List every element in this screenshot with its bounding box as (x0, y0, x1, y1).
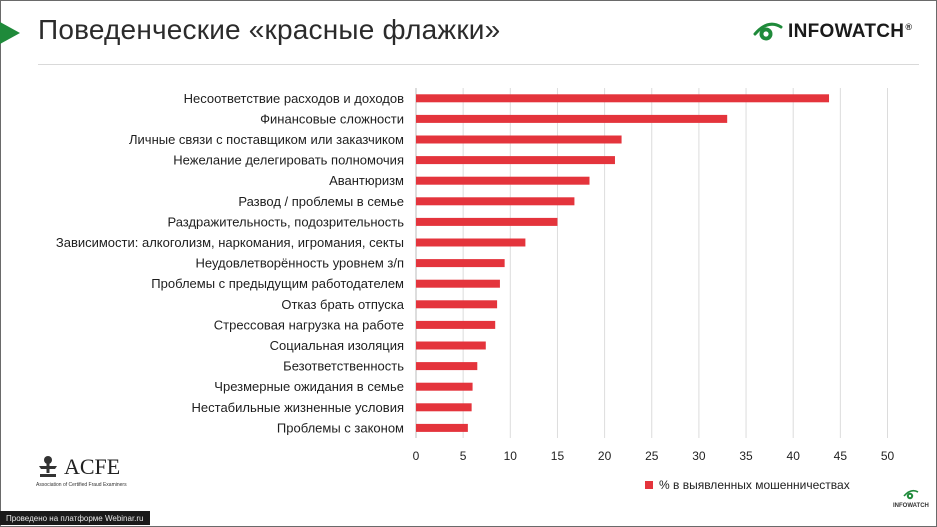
bar (416, 423, 468, 432)
x-tick-label: 40 (787, 449, 801, 463)
bar (416, 259, 505, 268)
x-tick-label: 30 (692, 449, 706, 463)
small-infowatch-eye-icon (903, 489, 919, 500)
category-label: Проблемы с законом (277, 420, 404, 435)
webinar-badge: Проведено на платформе Webinar.ru (0, 511, 150, 525)
category-label: Безответственность (283, 359, 404, 374)
x-tick-label: 20 (598, 449, 612, 463)
bar (416, 197, 575, 206)
category-label: Проблемы с предыдущим работодателем (151, 276, 404, 291)
category-label: Чрезмерные ожидания в семье (214, 379, 404, 394)
title-divider (38, 64, 919, 65)
bar (416, 320, 496, 329)
category-label: Несоответствие расходов и доходов (184, 91, 404, 106)
bar (416, 114, 728, 123)
acfe-name: ACFE (64, 454, 121, 479)
legend-swatch (645, 481, 653, 489)
x-tick-label: 45 (834, 449, 848, 463)
bar (416, 135, 622, 144)
x-tick-label: 35 (739, 449, 753, 463)
x-tick-label: 25 (645, 449, 659, 463)
infowatch-logo: INFOWATCH® (752, 16, 912, 48)
page-title: Поведенческие «красные флажки» (38, 14, 501, 45)
green-arrow-icon (0, 22, 20, 44)
category-label: Зависимости: алкоголизм, наркомания, игр… (56, 235, 404, 250)
x-tick-label: 10 (504, 449, 518, 463)
category-label: Нестабильные жизненные условия (192, 400, 404, 415)
bar (416, 176, 590, 185)
bar (416, 403, 472, 412)
category-label: Авантюризм (329, 173, 404, 188)
bar (416, 217, 558, 226)
bar (416, 300, 498, 309)
bar (416, 94, 830, 103)
legend-label: % в выявленных мошенничествах (659, 478, 850, 492)
x-tick-label: 5 (460, 449, 467, 463)
bar (416, 156, 615, 165)
bar (416, 341, 486, 350)
logo-text: INFOWATCH® (788, 21, 913, 42)
category-label: Развод / проблемы в семье (238, 194, 404, 209)
acfe-subtitle: Association of Certified Fraud Examiners (36, 482, 127, 488)
category-label: Неудовлетворённость уровнем з/п (196, 256, 404, 271)
x-tick-label: 0 (413, 449, 420, 463)
bar (416, 362, 478, 371)
chart-legend: % в выявленных мошенничествах (645, 478, 850, 492)
category-label: Нежелание делегировать полномочия (173, 153, 404, 168)
category-label: Раздражительность, подозрительность (167, 214, 404, 229)
acfe-logo: ACFE Association of Certified Fraud Exam… (36, 454, 127, 488)
x-tick-label: 15 (551, 449, 565, 463)
small-infowatch-logo: INFOWATCH (893, 488, 929, 509)
bar (416, 238, 526, 247)
category-label: Стрессовая нагрузка на работе (214, 317, 404, 332)
category-label: Социальная изоляция (270, 338, 404, 353)
category-label: Отказ брать отпуска (281, 297, 404, 312)
category-label: Личные связи с поставщиком или заказчико… (129, 132, 404, 147)
acfe-emblem-icon (39, 456, 57, 477)
bar (416, 382, 473, 391)
category-label: Финансовые сложности (260, 111, 404, 126)
x-tick-label: 50 (881, 449, 895, 463)
bar (416, 279, 500, 288)
infowatch-eye-icon (753, 22, 783, 41)
